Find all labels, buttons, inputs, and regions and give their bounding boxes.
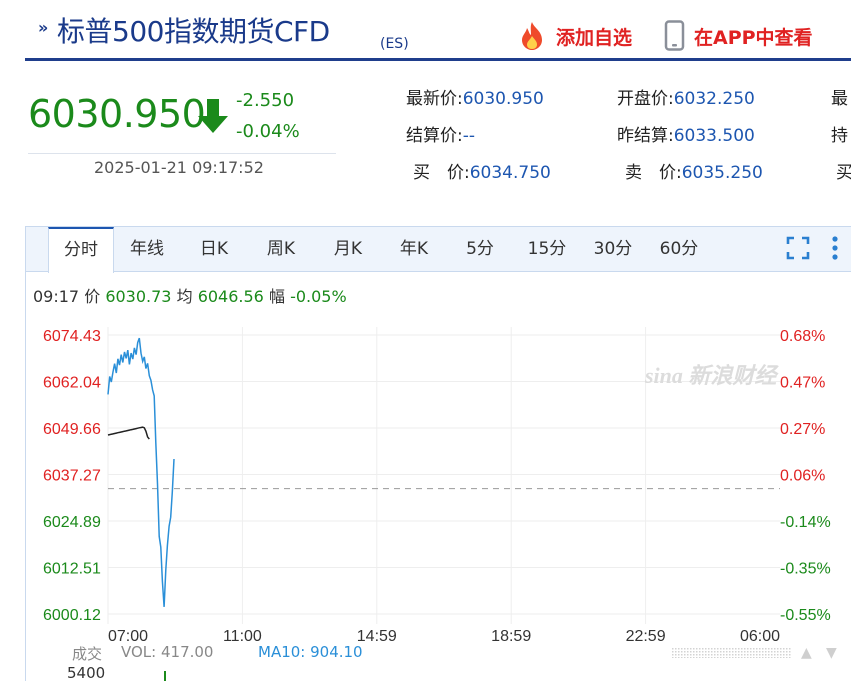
- quote-divider: [28, 153, 336, 154]
- stat-col3-row3-label: 买: [836, 163, 851, 183]
- add-favorite-button[interactable]: 添加自选: [556, 27, 633, 49]
- stat-sell-label: 卖 价:: [625, 163, 682, 183]
- stat-col3-row1-label: 最: [831, 89, 848, 109]
- info-avg: 6046.56: [197, 287, 264, 306]
- y-tick-right: -0.55%: [780, 607, 831, 624]
- volume-label: 成交: [72, 645, 103, 663]
- tab-weekly-k[interactable]: 周K: [266, 239, 296, 259]
- stat-sell: 卖 价:6035.250: [625, 158, 763, 183]
- stat-col3-row2-label: 持: [831, 126, 848, 146]
- view-in-app-button[interactable]: 在APP中查看: [694, 27, 813, 49]
- x-tick-label: 07:00: [108, 628, 148, 645]
- y-tick-right: 0.47%: [780, 375, 825, 392]
- y-tick-left: 6037.27: [43, 468, 101, 485]
- x-tick-label: 06:00: [740, 628, 780, 645]
- down-arrow-icon: [198, 99, 228, 133]
- x-tick-label: 14:59: [357, 628, 397, 645]
- stat-latest-label: 最新价:: [406, 89, 463, 109]
- tab-intraday[interactable]: 分时: [48, 227, 114, 273]
- fullscreen-icon[interactable]: [786, 236, 810, 260]
- info-price: 6030.73: [105, 287, 172, 306]
- watermark-text: sina 新浪财经: [644, 363, 779, 388]
- tab-daily-k[interactable]: 日K: [199, 239, 229, 259]
- y-tick-right: -0.35%: [780, 561, 831, 578]
- tab-15min[interactable]: 15分: [527, 239, 567, 259]
- chart-grid: [107, 327, 780, 624]
- tab-year-line[interactable]: 年线: [130, 239, 164, 259]
- stat-open-value: 6032.250: [673, 89, 755, 109]
- scroll-up-icon[interactable]: ▲: [801, 645, 812, 661]
- tab-yearly-k[interactable]: 年K: [399, 239, 429, 259]
- stat-prev-settle-label: 昨结算:: [617, 126, 674, 146]
- fire-icon[interactable]: [516, 20, 548, 52]
- crosshair-info: 09:17 价 6030.73 均 6046.56 幅 -0.05%: [33, 283, 347, 307]
- price-change-percent: -0.04%: [236, 121, 300, 142]
- y-tick-left: 6024.89: [43, 514, 101, 531]
- info-time: 09:17: [33, 287, 80, 306]
- chart-panel: [25, 226, 851, 681]
- axis-ticks: 6074.43 0.68% 6062.04 0.47% 6049.66 0.27% 6037…: [43, 328, 831, 645]
- tab-60min[interactable]: 60分: [659, 239, 699, 259]
- instrument-code: (ES): [380, 36, 409, 52]
- scroll-down-icon[interactable]: ▼: [826, 645, 837, 661]
- stat-open: 开盘价:6032.250: [617, 84, 755, 109]
- phone-icon[interactable]: [664, 20, 686, 52]
- stat-buy-label: 买 价:: [413, 163, 470, 183]
- tab-30min[interactable]: 30分: [593, 239, 633, 259]
- page-title: 标普500指数期货CFD: [57, 15, 330, 48]
- y-tick-left: 6062.04: [43, 375, 101, 392]
- stat-open-label: 开盘价:: [617, 89, 674, 109]
- y-tick-left: 6000.12: [43, 607, 101, 624]
- stat-col3-row2: 持: [831, 121, 848, 146]
- stat-settle-label: 结算价:: [406, 126, 463, 146]
- stat-latest: 最新价:6030.950: [406, 84, 544, 109]
- price-line: [107, 337, 175, 607]
- stat-settle: 结算价:--: [406, 121, 475, 146]
- y-tick-left: 6074.43: [43, 328, 101, 345]
- info-amp-label: 幅: [268, 287, 285, 306]
- y-tick-right: 0.06%: [780, 468, 825, 485]
- x-tick-label: 18:59: [491, 628, 531, 645]
- stat-buy: 买 价:6034.750: [413, 158, 551, 183]
- volume-ma10: MA10: 904.10: [258, 643, 363, 661]
- volume-value: VOL: 417.00: [121, 643, 214, 661]
- stat-buy-value: 6034.750: [469, 163, 551, 183]
- stat-sell-value: 6035.250: [681, 163, 763, 183]
- stat-col3-row1: 最: [831, 84, 848, 109]
- average-price-line: [107, 426, 150, 440]
- more-options-icon[interactable]: [830, 235, 840, 261]
- y-tick-right: 0.68%: [780, 328, 825, 345]
- info-avg-label: 均: [176, 287, 193, 306]
- volume-axis-top: 5400: [67, 664, 106, 681]
- quote-timestamp: 2025-01-21 09:17:52: [94, 158, 264, 177]
- x-tick-label: 11:00: [223, 628, 262, 645]
- stat-settle-value: --: [462, 126, 476, 146]
- sina-finance-watermark: sina 新浪财经: [644, 363, 779, 388]
- header-divider: [25, 58, 851, 61]
- info-price-label: 价: [84, 287, 101, 306]
- title-chevron-icon: »: [38, 18, 49, 37]
- period-tab-bar: [26, 227, 851, 272]
- y-tick-left: 6012.51: [43, 561, 101, 578]
- stat-prev-settle: 昨结算:6033.500: [617, 121, 755, 146]
- x-tick-label: 22:59: [626, 628, 666, 645]
- current-price: 6030.950: [28, 92, 206, 136]
- stat-col3-row3: 买: [836, 158, 851, 183]
- stat-latest-value: 6030.950: [462, 89, 544, 109]
- y-tick-right: 0.27%: [780, 421, 825, 438]
- tab-5min[interactable]: 5分: [466, 239, 494, 259]
- y-tick-left: 6049.66: [43, 421, 101, 438]
- tab-monthly-k[interactable]: 月K: [333, 239, 363, 259]
- chart-series: [107, 337, 175, 607]
- price-change: -2.550: [236, 90, 295, 111]
- volume-scroll-track[interactable]: [672, 648, 792, 658]
- info-amp: -0.05%: [290, 287, 347, 306]
- stat-prev-settle-value: 6033.500: [673, 126, 755, 146]
- y-tick-right: -0.14%: [780, 514, 831, 531]
- volume-bar: [164, 671, 166, 681]
